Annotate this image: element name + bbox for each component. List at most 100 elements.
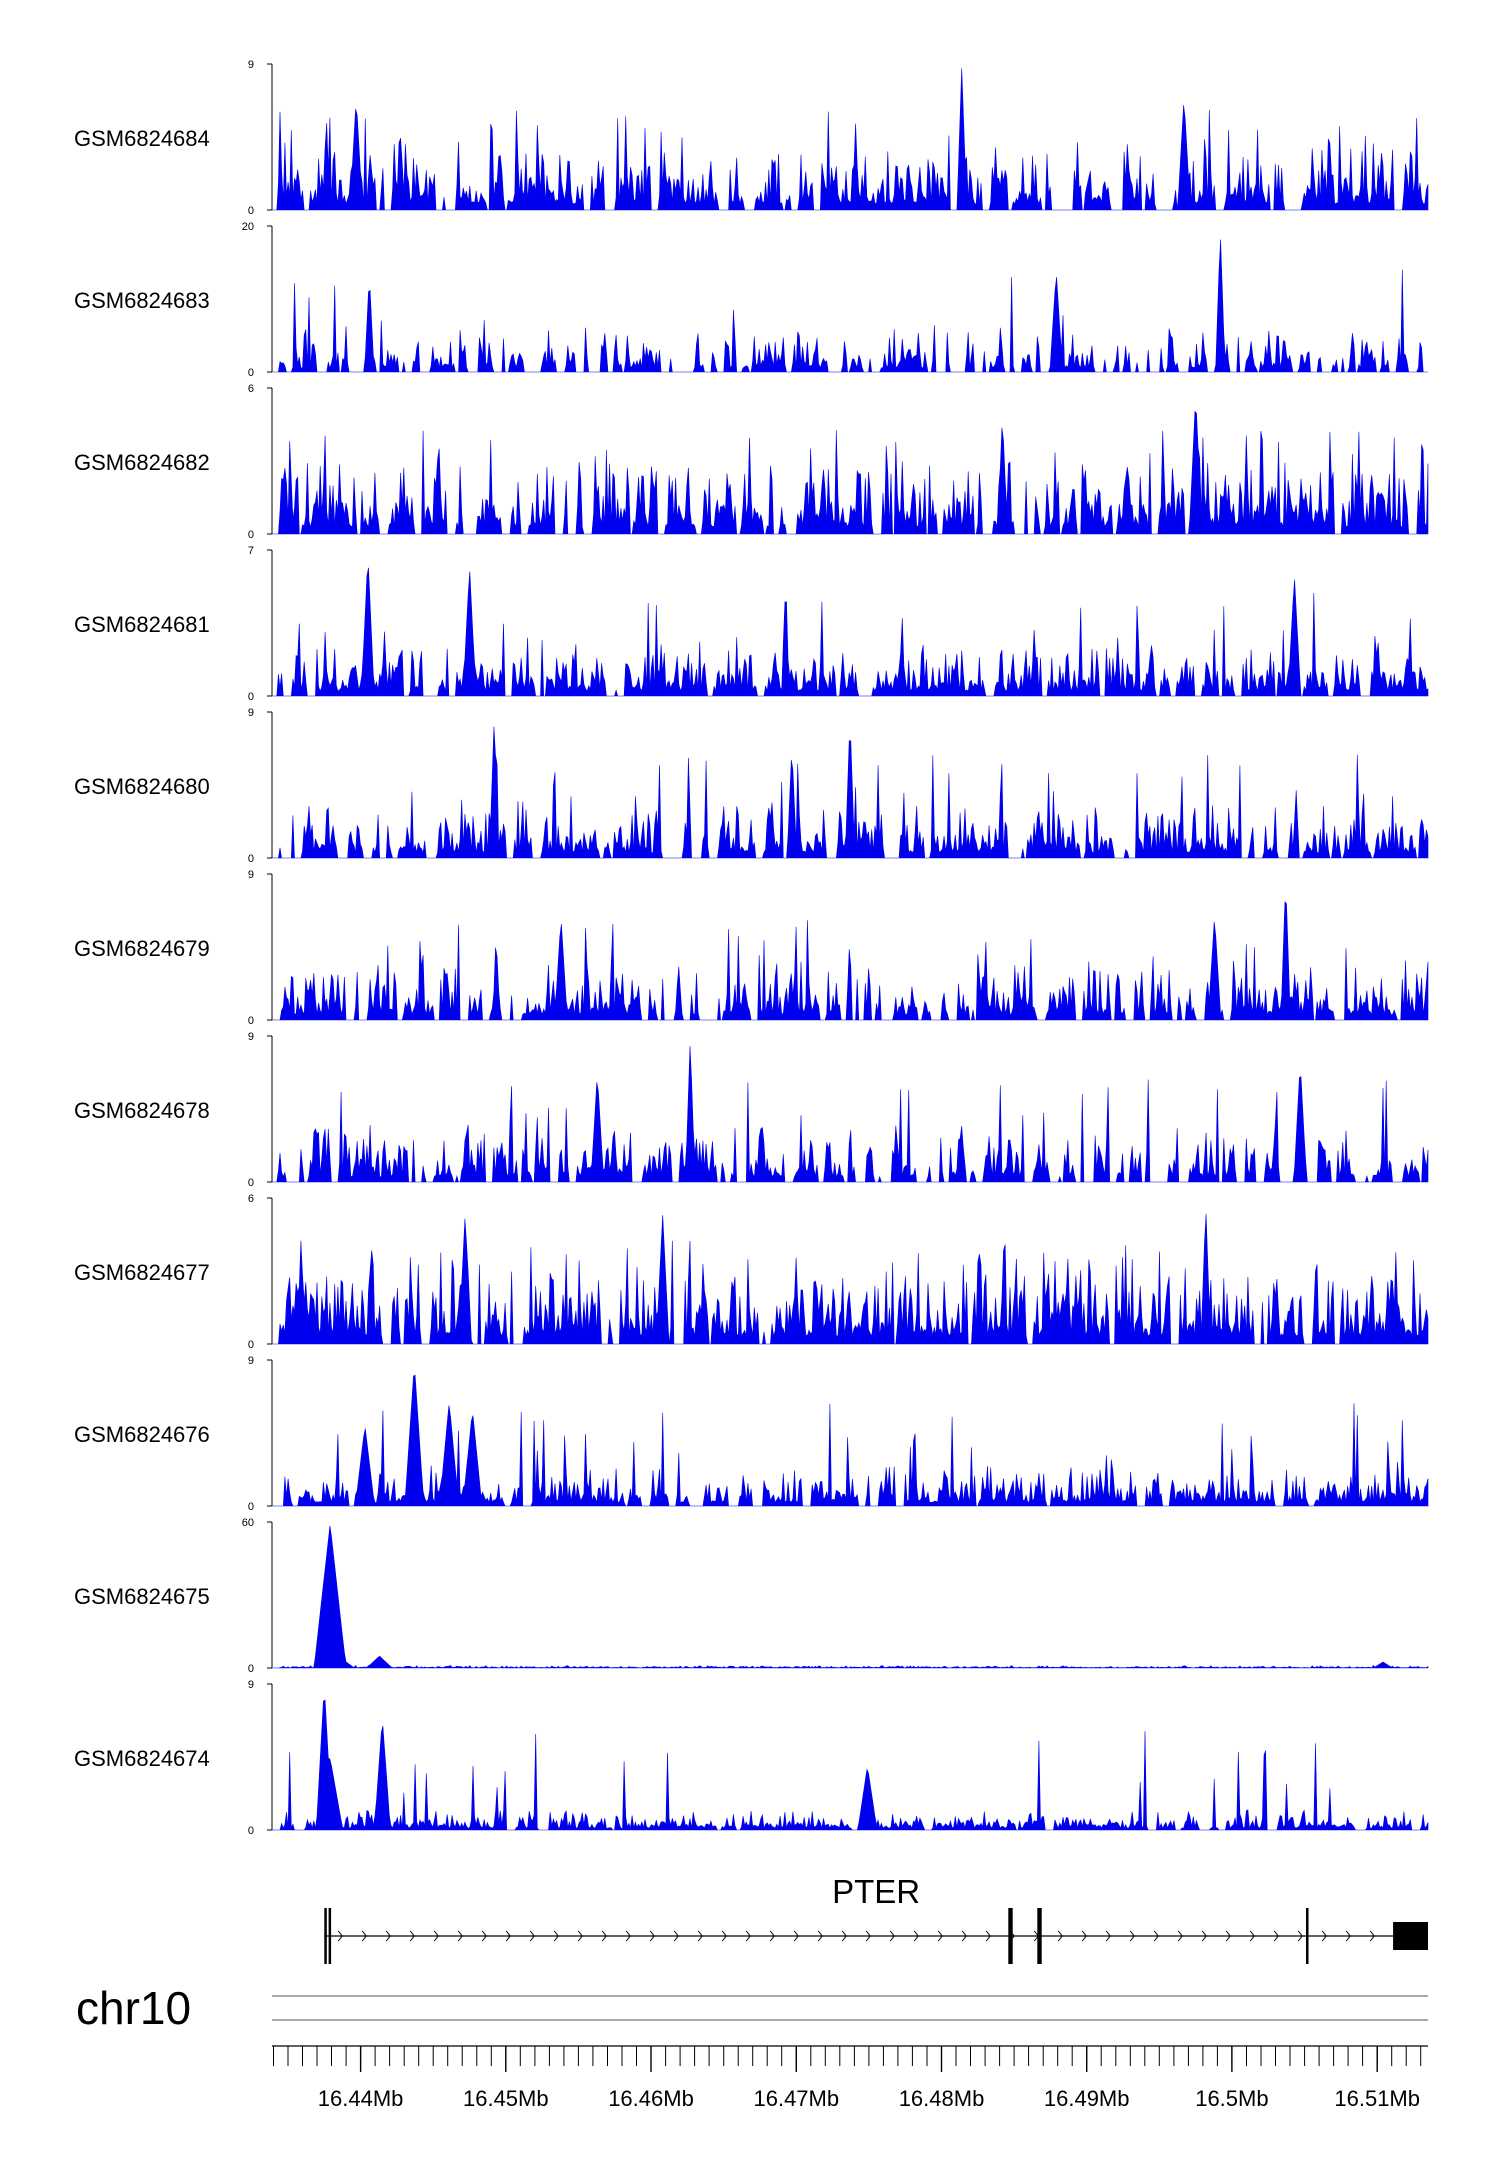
y-max-label: 6 — [248, 1193, 254, 1205]
y-min-label: 0 — [248, 1177, 254, 1189]
coverage-track: GSM6824684 9 0 — [74, 59, 1429, 217]
coverage-track: GSM6824683 20 0 — [74, 221, 1428, 379]
genomic-axis: chr10 16.44Mb 16.45Mb 16.46Mb 16.47Mb 16.48M… — [76, 1982, 1428, 2111]
y-max-label: 60 — [242, 1517, 254, 1529]
track-label: GSM6824677 — [74, 1260, 210, 1285]
strand-arrow — [1273, 1930, 1279, 1942]
strand-arrow — [601, 1930, 607, 1942]
gene-exon — [1037, 1908, 1042, 1964]
x-tick-label: 16.44Mb — [318, 2086, 404, 2111]
strand-arrow — [1153, 1930, 1159, 1942]
strand-arrow — [745, 1930, 751, 1942]
strand-arrow — [529, 1930, 535, 1942]
strand-arrow — [913, 1930, 919, 1942]
y-max-label: 9 — [248, 59, 254, 71]
strand-arrow — [361, 1930, 367, 1942]
coverage-track: GSM6824677 6 0 — [74, 1193, 1429, 1351]
coverage-track: GSM6824679 9 0 — [74, 869, 1429, 1027]
strand-arrow — [1201, 1930, 1207, 1942]
gene-model-track: PTER — [324, 1873, 1428, 1964]
gene-exon — [324, 1908, 327, 1964]
strand-arrow — [1369, 1930, 1375, 1942]
coverage-area — [272, 567, 1429, 697]
y-max-label: 20 — [242, 221, 254, 233]
strand-arrow — [697, 1930, 703, 1942]
track-label: GSM6824683 — [74, 288, 210, 313]
y-min-label: 0 — [248, 691, 254, 703]
strand-arrow — [985, 1930, 991, 1942]
track-label: GSM6824679 — [74, 936, 210, 961]
coverage-area — [272, 901, 1429, 1021]
strand-arrow — [1345, 1930, 1351, 1942]
strand-arrow — [889, 1930, 895, 1942]
strand-arrow — [769, 1930, 775, 1942]
strand-arrow — [721, 1930, 727, 1942]
coverage-track: GSM6824680 9 0 — [74, 707, 1429, 865]
strand-arrow — [1105, 1930, 1111, 1942]
strand-arrow — [457, 1930, 463, 1942]
gene-exon — [1008, 1908, 1013, 1964]
strand-arrow — [1297, 1930, 1303, 1942]
y-min-label: 0 — [248, 1015, 254, 1027]
coverage-track: GSM6824675 60 0 — [74, 1517, 1429, 1675]
coverage-track: GSM6824682 6 0 — [74, 383, 1429, 541]
strand-arrow — [553, 1930, 559, 1942]
strand-arrow — [505, 1930, 511, 1942]
y-min-label: 0 — [248, 1339, 254, 1351]
strand-arrow — [1081, 1930, 1087, 1942]
track-label: GSM6824675 — [74, 1584, 210, 1609]
x-tick-label: 16.47Mb — [753, 2086, 839, 2111]
strand-arrow — [433, 1930, 439, 1942]
y-max-label: 9 — [248, 1031, 254, 1043]
strand-arrow — [841, 1930, 847, 1942]
track-label: GSM6824680 — [74, 774, 210, 799]
gene-exon — [1393, 1922, 1428, 1950]
strand-arrow — [577, 1930, 583, 1942]
coverage-area — [272, 1214, 1429, 1345]
y-min-label: 0 — [248, 1501, 254, 1513]
y-min-label: 0 — [248, 367, 254, 379]
x-tick-label: 16.45Mb — [463, 2086, 549, 2111]
y-max-label: 9 — [248, 869, 254, 881]
x-tick-label: 16.5Mb — [1195, 2086, 1268, 2111]
coverage-area — [272, 68, 1429, 211]
strand-arrow — [649, 1930, 655, 1942]
track-label: GSM6824674 — [74, 1746, 210, 1771]
strand-arrow — [1129, 1930, 1135, 1942]
gene-label: PTER — [832, 1873, 920, 1910]
y-min-label: 0 — [248, 1825, 254, 1837]
track-label: GSM6824676 — [74, 1422, 210, 1447]
track-label: GSM6824684 — [74, 126, 210, 151]
y-min-label: 0 — [248, 529, 254, 541]
strand-arrow — [817, 1930, 823, 1942]
coverage-track: GSM6824678 9 0 — [74, 1031, 1429, 1189]
coverage-tracks: GSM682468490GSM6824683200GSM682468260GSM… — [74, 59, 1429, 1837]
track-label: GSM6824682 — [74, 450, 210, 475]
y-min-label: 0 — [248, 853, 254, 865]
gene-exon — [1306, 1908, 1309, 1964]
strand-arrow — [385, 1930, 391, 1942]
y-min-label: 0 — [248, 205, 254, 217]
coverage-track: GSM6824674 9 0 — [74, 1679, 1429, 1837]
y-max-label: 6 — [248, 383, 254, 395]
y-max-label: 7 — [248, 545, 254, 557]
strand-arrow — [673, 1930, 679, 1942]
x-tick-label: 16.49Mb — [1044, 2086, 1130, 2111]
track-label: GSM6824681 — [74, 612, 210, 637]
y-max-label: 9 — [248, 1679, 254, 1691]
gene-exon — [328, 1908, 332, 1964]
coverage-area — [272, 1374, 1429, 1507]
y-min-label: 0 — [248, 1663, 254, 1675]
strand-arrow — [1225, 1930, 1231, 1942]
strand-arrow — [961, 1930, 967, 1942]
strand-arrow — [1249, 1930, 1255, 1942]
strand-arrow — [793, 1930, 799, 1942]
strand-arrow — [337, 1930, 343, 1942]
strand-arrow — [937, 1930, 943, 1942]
coverage-area — [272, 1699, 1429, 1831]
y-max-label: 9 — [248, 707, 254, 719]
strand-arrow — [409, 1930, 415, 1942]
strand-arrow — [865, 1930, 871, 1942]
coverage-track: GSM6824681 7 0 — [74, 545, 1429, 703]
